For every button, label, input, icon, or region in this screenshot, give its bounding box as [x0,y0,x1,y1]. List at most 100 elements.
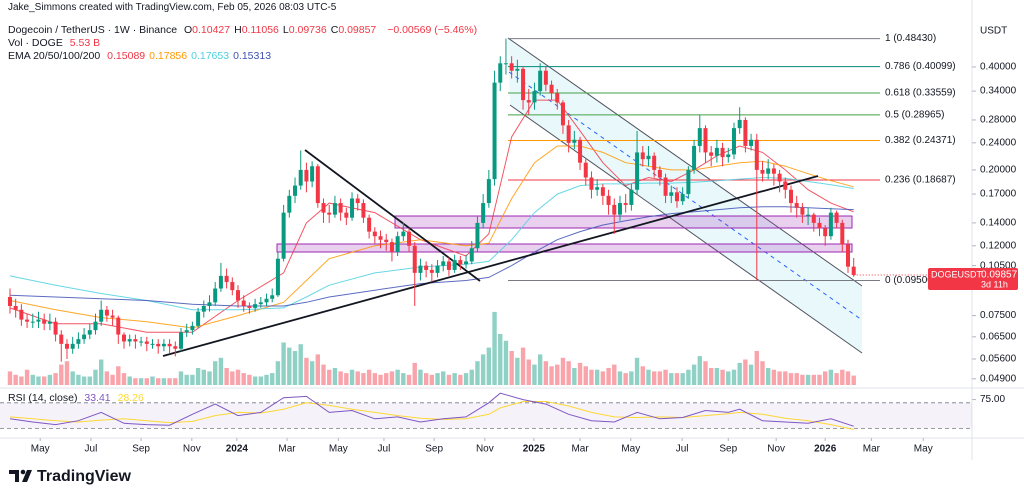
x-tick-label: Mar [278,444,296,455]
volume-bar [435,373,440,385]
candle-body [475,222,480,249]
ohlc-item: H0.11056 [234,24,279,36]
y-tick-label: 0.17000 [980,189,1017,200]
ema-value: 0.17653 [191,50,230,62]
candle-body [338,203,343,213]
change: −0.00569 (−5.46%) [387,24,478,36]
candle-body [754,139,759,170]
volume-bar [463,373,469,385]
volume-bar [509,351,514,385]
candle-body [64,343,69,349]
candle-body [543,70,548,85]
candle-body [161,343,166,347]
ema-line [9,206,854,307]
x-tick-label: Jul [378,444,391,455]
volume-bar [515,357,520,385]
candle-body [401,231,406,237]
candle-body [635,152,640,190]
candle-body [617,203,622,215]
candle-body [788,189,793,204]
volume-bar [594,369,600,385]
volume-bar [646,369,651,385]
volume-bar [503,340,509,385]
candle-body [310,166,315,182]
x-tick-label: 2025 [523,444,546,455]
fib-label: 1 (0.48430) [885,33,936,44]
candle-body [817,222,822,229]
volume-bar [47,374,53,385]
candle-body [464,261,469,265]
y-tick-label: 0.34000 [980,86,1017,97]
volume-bar [446,374,452,385]
volume-bar [327,369,332,385]
volume-bar [281,342,286,385]
candle-body [258,302,263,305]
volume-bar [36,376,41,385]
volume-bar [418,369,423,385]
candle-body [469,248,474,262]
candle-body [737,119,742,129]
candle-body [30,321,35,323]
volume-bar [59,364,64,385]
candle-body [275,258,280,296]
ema-value: 0.15089 [107,50,146,62]
volume-bar [241,373,246,385]
candle-body [840,222,845,245]
y-tick-label: 0.20000 [980,165,1017,176]
volume-bar [247,374,252,385]
candle-body [59,334,64,344]
volume-bar [663,369,668,385]
candle-body [298,169,303,186]
rsi-legend: RSI (14, close) 33.41 28.26 [8,392,148,404]
candle-body [492,82,497,180]
candle-body [674,192,679,202]
volume-bar [680,373,685,385]
volume-bar [714,368,720,385]
logo-icon [9,469,32,482]
zone [276,243,853,253]
volume-bar [349,369,355,385]
candle-body [378,236,383,240]
candle-body [127,339,132,342]
last-price-label: 0.09857 [981,270,1018,281]
candle-body [509,63,514,71]
candle-body [116,317,121,335]
candle-body [652,155,657,170]
candle-body [743,119,748,146]
candle-body [811,214,816,223]
candle-body [355,198,360,204]
volume-bar [70,371,75,385]
candle-body [663,177,668,196]
volume-bar [161,378,167,385]
volume-bar [543,361,549,385]
ema-line [9,176,854,311]
x-tick-label: Nov [183,444,201,455]
volume-bar [412,362,417,385]
trendline [162,175,819,357]
y-tick-label: 0.10500 [980,260,1017,271]
fib-label: 0.5 (0.28965) [885,110,945,121]
volume-bar [201,369,207,385]
volume-bar [252,376,258,385]
volume-bar [384,373,389,385]
x-tick-label: Sep [425,444,443,455]
candle-body [121,334,126,342]
zone [394,215,853,229]
candle-body [42,319,47,324]
volume-bar [178,371,184,385]
volume-bar [486,347,492,385]
candle-body [578,139,583,163]
ohlc-item: L0.09736 [283,24,327,36]
volume-bar [81,376,87,385]
volume-bar [116,366,121,385]
candle-body [144,341,149,344]
candle-body [429,269,434,273]
candle-body [731,128,736,155]
ohlc-key: H [234,24,242,36]
volume-bar [777,371,782,385]
candle-body [538,70,543,92]
volume-bar [98,359,104,385]
last-price-box [928,268,1018,291]
candle-body [441,261,446,266]
